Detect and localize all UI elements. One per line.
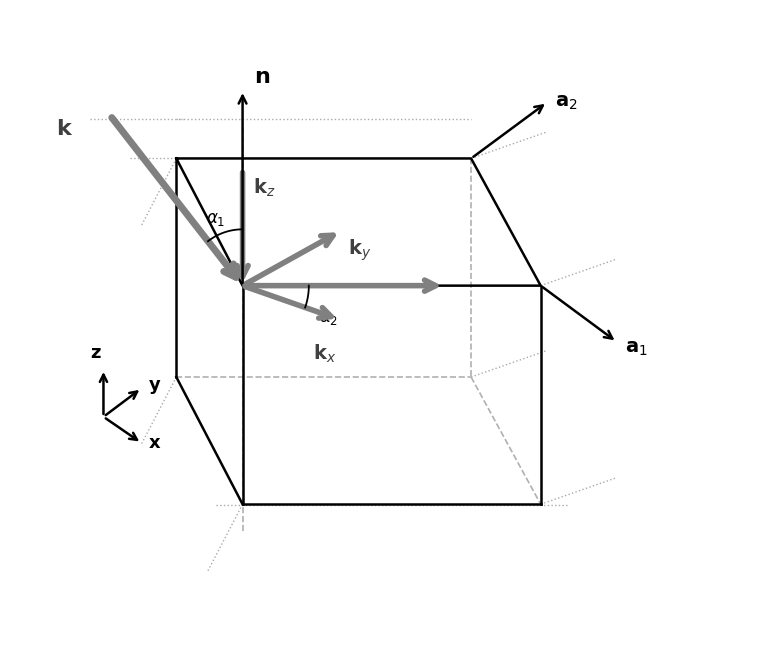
Text: $\mathbf{a}_1$: $\mathbf{a}_1$	[624, 339, 648, 358]
Text: $\mathbf{z}$: $\mathbf{z}$	[89, 345, 102, 363]
Text: $\alpha_1$: $\alpha_1$	[206, 210, 226, 228]
Text: $\alpha_2$: $\alpha_2$	[319, 309, 338, 327]
Text: $\mathbf{y}$: $\mathbf{y}$	[149, 378, 162, 396]
Text: $\mathbf{a}_2$: $\mathbf{a}_2$	[555, 93, 578, 112]
Text: $\mathbf{k}_y$: $\mathbf{k}_y$	[347, 238, 371, 263]
Text: $\mathbf{k}_z$: $\mathbf{k}_z$	[253, 176, 275, 198]
Text: $\mathbf{k}$: $\mathbf{k}$	[56, 119, 74, 139]
Text: $\mathbf{k}_x$: $\mathbf{k}_x$	[313, 343, 336, 365]
Text: $\mathbf{n}$: $\mathbf{n}$	[255, 67, 270, 87]
Text: $\mathbf{x}$: $\mathbf{x}$	[149, 434, 162, 452]
